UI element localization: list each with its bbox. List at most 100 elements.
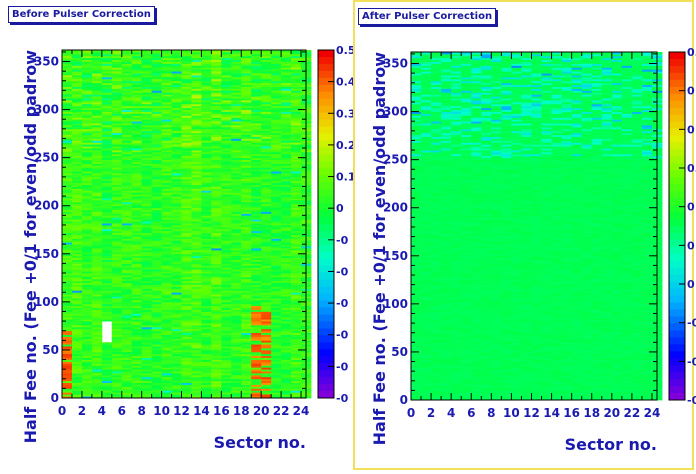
heatmap-cell (411, 340, 422, 343)
heatmap-cell (91, 121, 103, 124)
heatmap-cell (121, 257, 133, 260)
heatmap-cell (62, 340, 73, 343)
heatmap-cell (161, 294, 172, 297)
heatmap-cell (62, 351, 73, 355)
heatmap-cell (171, 269, 182, 272)
heatmap-cell (151, 265, 162, 268)
heatmap-cell (241, 107, 252, 110)
heatmap-cell (271, 282, 282, 285)
heatmap-cell (131, 80, 143, 84)
heatmap-cell (241, 278, 252, 282)
heatmap-cell (241, 336, 252, 339)
heatmap-cell (161, 165, 172, 168)
heatmap-cell (191, 53, 202, 57)
heatmap-cell (111, 267, 123, 270)
heatmap-cell (231, 269, 242, 272)
heatmap-cell (191, 319, 202, 322)
heatmap-cell (241, 392, 252, 395)
heatmap-cell (221, 57, 232, 61)
heatmap-cell (141, 269, 153, 272)
heatmap-cell (71, 236, 83, 239)
heatmap-cell (181, 255, 192, 259)
heatmap-cell (101, 369, 113, 372)
color-scale-label: 0 (336, 202, 344, 215)
heatmap-cell (121, 215, 133, 218)
heatmap-cell (101, 253, 113, 257)
heatmap-cell (91, 78, 103, 82)
heatmap-cell (221, 242, 232, 245)
heatmap-cell (221, 173, 232, 176)
heatmap-cell (101, 282, 113, 285)
heatmap-cell (181, 163, 192, 166)
heatmap-cell (71, 313, 83, 316)
heatmap-cell (271, 149, 282, 153)
heatmap-cell (211, 361, 222, 364)
heatmap-cell (62, 274, 73, 278)
heatmap-cell (161, 188, 172, 191)
heatmap-cell (231, 71, 242, 74)
heatmap-cell (131, 115, 143, 118)
color-scale-band (318, 84, 334, 93)
heatmap-cell (231, 138, 242, 141)
heatmap-cell (62, 57, 73, 61)
heatmap-cell (261, 109, 272, 112)
heatmap-cell (161, 96, 172, 99)
heatmap-cell (161, 315, 172, 318)
heatmap-cell (251, 136, 262, 139)
heatmap-cell (191, 351, 202, 355)
heatmap-cell (161, 173, 172, 176)
heatmap-cell (101, 92, 113, 95)
heatmap-cell (171, 224, 182, 228)
heatmap-cell (101, 148, 113, 151)
heatmap-cell (291, 55, 302, 59)
heatmap-cell (81, 65, 93, 68)
heatmap-cell (121, 130, 133, 134)
heatmap-cell (151, 244, 162, 247)
heatmap-cell (91, 380, 103, 384)
heatmap-cell (171, 386, 182, 389)
heatmap-cell (221, 101, 232, 105)
heatmap-cell (251, 128, 262, 132)
heatmap-cell (161, 53, 172, 57)
heatmap-cell (131, 119, 143, 122)
heatmap-cell (111, 338, 123, 341)
heatmap-cell (111, 323, 123, 326)
heatmap-cell (111, 355, 123, 359)
heatmap-cell (101, 101, 113, 105)
heatmap-cell (291, 113, 302, 116)
heatmap-cell (181, 186, 192, 189)
color-scale-band (318, 105, 334, 114)
heatmap-cell (241, 371, 252, 374)
color-scale-band (318, 335, 334, 343)
heatmap-cell (181, 180, 192, 184)
heatmap-cell (221, 396, 232, 399)
heatmap-cell (161, 107, 172, 110)
heatmap-cell (251, 71, 262, 74)
heatmap-cell (71, 315, 83, 318)
heatmap-cell (291, 394, 302, 397)
heatmap-cell (121, 278, 133, 282)
heatmap-cell (111, 365, 123, 368)
heatmap-cell (271, 176, 282, 180)
heatmap-cell (171, 107, 182, 110)
heatmap-cell (91, 371, 103, 374)
heatmap-cell (241, 257, 252, 260)
heatmap-cell (191, 80, 202, 84)
heatmap-cell (411, 334, 422, 337)
x-tick-label: 10 (153, 404, 170, 418)
heatmap-cell (251, 111, 262, 114)
heatmap-cell (81, 271, 93, 274)
heatmap-cell (111, 51, 123, 55)
heatmap-cell (271, 382, 282, 385)
heatmap-cell (221, 232, 232, 235)
heatmap-cell (111, 276, 123, 280)
heatmap-cell (211, 376, 222, 380)
heatmap-cell (62, 88, 73, 91)
heatmap-cell (141, 99, 153, 103)
heatmap-cell (271, 376, 282, 380)
heatmap-cell (231, 55, 242, 59)
heatmap-cell (291, 80, 302, 84)
heatmap-cell (261, 88, 272, 91)
heatmap-cell (62, 319, 73, 322)
heatmap-cell (251, 348, 262, 351)
